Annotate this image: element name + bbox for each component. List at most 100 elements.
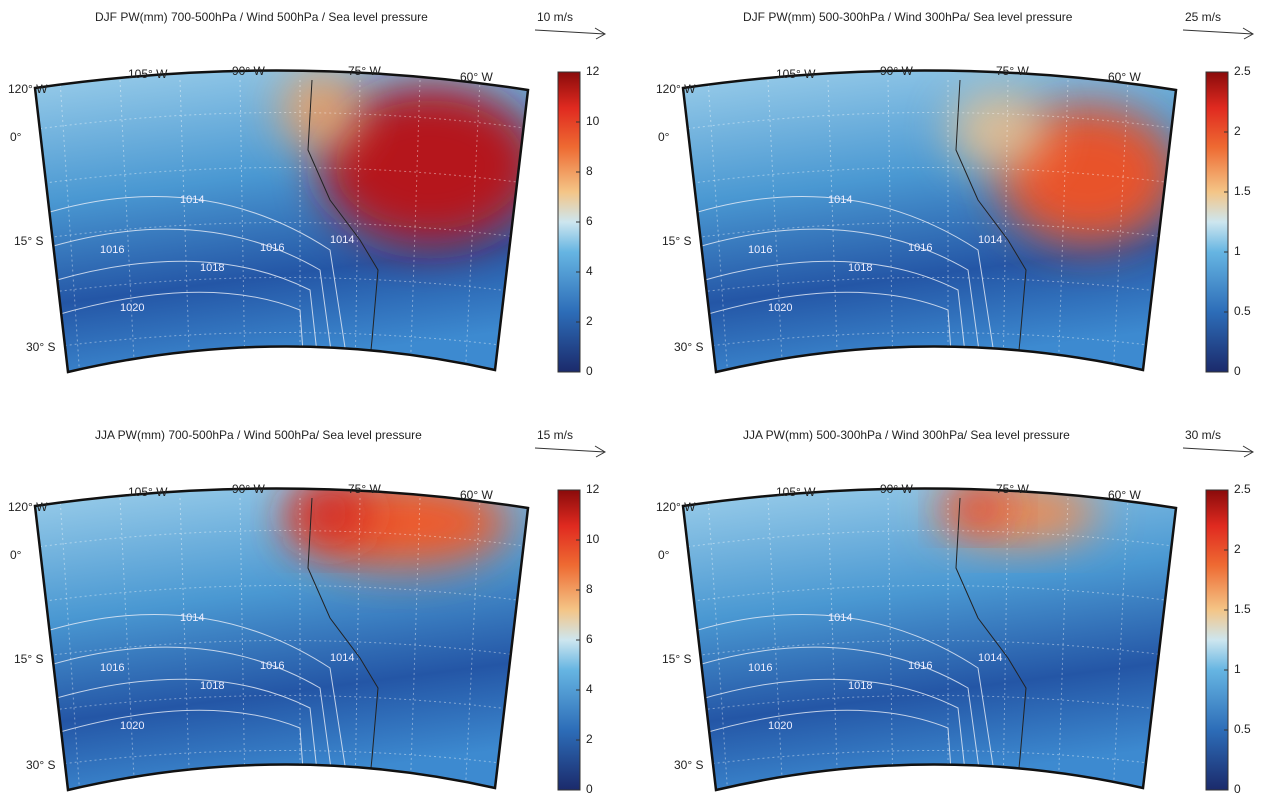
lon-label: 60° W	[1108, 70, 1141, 84]
lon-label: 75° W	[348, 482, 381, 496]
panel: JJA PW(mm) 500-300hPa / Wind 300hPa/ Sea…	[656, 428, 1253, 798]
lat-label: 30° S	[674, 758, 703, 772]
colorbar-tick-label: 12	[586, 482, 600, 496]
panel-title: DJF PW(mm) 500-300hPa / Wind 300hPa/ Sea…	[743, 10, 1073, 24]
scale-label: 25 m/s	[1185, 10, 1221, 24]
colorbar-tick-label: 0.5	[1234, 722, 1251, 736]
lon-label: 60° W	[1108, 488, 1141, 502]
contour-label: 1014	[828, 612, 852, 624]
lat-label: 0°	[658, 130, 670, 144]
colorbar-tick-label: 8	[586, 164, 593, 178]
colorbar	[1206, 490, 1228, 790]
colorbar-tick-label: 2	[586, 732, 593, 746]
contour-label: 1014	[330, 234, 354, 246]
lat-label: 120° W	[8, 500, 48, 514]
colorbar-tick-label: 1	[1234, 662, 1241, 676]
colorbar-tick-label: 0	[586, 782, 593, 796]
colorbar-tick-label: 8	[586, 582, 593, 596]
scale-arrow	[1183, 446, 1253, 457]
lat-label: 120° W	[656, 82, 696, 96]
contour-label: 1014	[180, 612, 204, 624]
figure: DJF PW(mm) 700-500hPa / Wind 500hPa / Se…	[0, 0, 1268, 802]
panel: JJA PW(mm) 700-500hPa / Wind 500hPa/ Sea…	[8, 428, 605, 798]
lon-label: 90° W	[232, 482, 265, 496]
contour-label: 1014	[978, 234, 1002, 246]
lon-label: 90° W	[232, 64, 265, 78]
contour-label: 1020	[120, 302, 144, 314]
contour-label: 1016	[748, 662, 772, 674]
colorbar-tick-label: 12	[586, 64, 600, 78]
lon-label: 105° W	[128, 485, 168, 499]
lat-label: 0°	[10, 130, 22, 144]
lon-label: 105° W	[776, 67, 816, 81]
colorbar-tick-label: 2	[586, 314, 593, 328]
map-base	[678, 468, 1188, 798]
colorbar-tick-label: 4	[586, 264, 593, 278]
lon-label: 75° W	[348, 64, 381, 78]
contour-label: 1018	[848, 262, 872, 274]
contour-label: 1018	[848, 680, 872, 692]
colorbar-tick-label: 6	[586, 632, 593, 646]
contour-label: 1018	[200, 680, 224, 692]
contour-label: 1020	[768, 720, 792, 732]
lat-label: 0°	[658, 548, 670, 562]
colorbar-tick-label: 0	[1234, 364, 1241, 378]
panel-title: JJA PW(mm) 500-300hPa / Wind 300hPa/ Sea…	[743, 428, 1070, 442]
panel-title: JJA PW(mm) 700-500hPa / Wind 500hPa/ Sea…	[95, 428, 422, 442]
lon-label: 90° W	[880, 482, 913, 496]
lat-label: 15° S	[14, 652, 43, 666]
panel: DJF PW(mm) 700-500hPa / Wind 500hPa / Se…	[8, 10, 605, 380]
moisture-region	[280, 70, 360, 150]
lon-label: 75° W	[996, 64, 1029, 78]
contour-label: 1020	[768, 302, 792, 314]
colorbar-tick-label: 10	[586, 114, 600, 128]
lat-label: 120° W	[8, 82, 48, 96]
scale-arrow	[535, 28, 605, 39]
contour-label: 1016	[748, 244, 772, 256]
contour-label: 1014	[978, 652, 1002, 664]
scale-arrow	[535, 446, 605, 457]
colorbar-tick-label: 0.5	[1234, 304, 1251, 318]
contour-label: 1016	[100, 244, 124, 256]
colorbar-tick-label: 1	[1234, 244, 1241, 258]
colorbar-tick-label: 0	[1234, 782, 1241, 796]
colorbar-tick-label: 6	[586, 214, 593, 228]
map	[678, 468, 1188, 798]
lon-label: 75° W	[996, 482, 1029, 496]
lon-label: 60° W	[460, 70, 493, 84]
colorbar-tick-label: 1.5	[1234, 184, 1251, 198]
moisture-region	[948, 90, 1048, 170]
contour-label: 1016	[908, 242, 932, 254]
scale-label: 10 m/s	[537, 10, 573, 24]
scale-arrow	[1183, 28, 1253, 39]
contour-label: 1016	[100, 662, 124, 674]
colorbar-tick-label: 10	[586, 532, 600, 546]
colorbar-tick-label: 2.5	[1234, 482, 1251, 496]
lon-label: 105° W	[776, 485, 816, 499]
lon-label: 90° W	[880, 64, 913, 78]
lat-label: 0°	[10, 548, 22, 562]
contour-label: 1014	[828, 194, 852, 206]
colorbar-tick-label: 2	[1234, 542, 1241, 556]
lat-label: 30° S	[26, 340, 55, 354]
lon-label: 60° W	[460, 488, 493, 502]
map	[30, 468, 540, 798]
colorbar	[1206, 72, 1228, 372]
lat-label: 120° W	[656, 500, 696, 514]
map	[30, 50, 540, 380]
colorbar-tick-label: 1.5	[1234, 602, 1251, 616]
contour-label: 1014	[180, 194, 204, 206]
panel: DJF PW(mm) 500-300hPa / Wind 300hPa/ Sea…	[656, 10, 1253, 380]
lat-label: 30° S	[674, 340, 703, 354]
lat-label: 15° S	[662, 234, 691, 248]
contour-label: 1016	[260, 242, 284, 254]
contour-label: 1020	[120, 720, 144, 732]
lat-label: 15° S	[14, 234, 43, 248]
contour-label: 1016	[908, 660, 932, 672]
map	[678, 50, 1188, 380]
panel-title: DJF PW(mm) 700-500hPa / Wind 500hPa / Se…	[95, 10, 428, 24]
colorbar-tick-label: 2.5	[1234, 64, 1251, 78]
colorbar-tick-label: 4	[586, 682, 593, 696]
contour-label: 1014	[330, 652, 354, 664]
lat-label: 30° S	[26, 758, 55, 772]
